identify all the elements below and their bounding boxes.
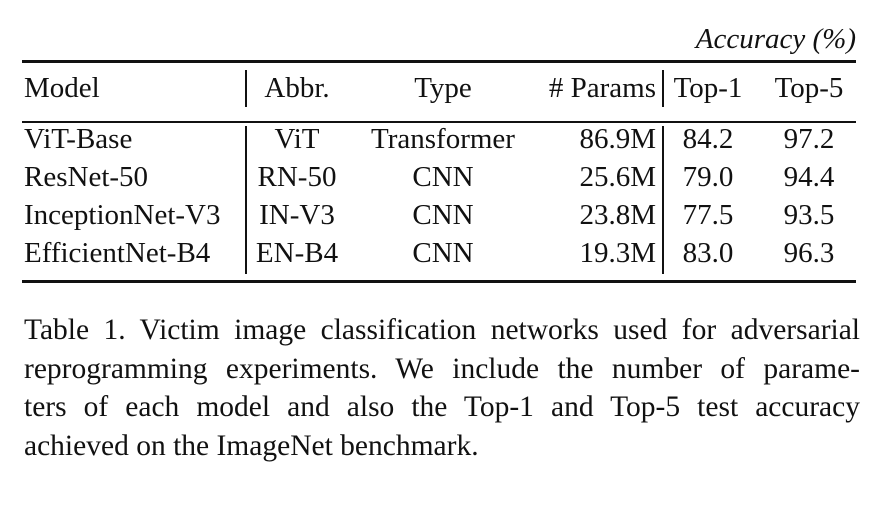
cell-top1: 77.5 [682,199,734,231]
cell-abbr: ViT [274,123,320,155]
cell-abbr: IN-V3 [259,199,335,231]
caption-line: Table 1. Victim image classification net… [24,314,860,346]
column-divider-params-body [662,126,664,274]
cell-top5: 97.2 [783,123,835,155]
table-header-rule [22,121,856,123]
cell-top1: 79.0 [682,161,734,193]
cell-type: CNN [412,161,474,193]
cell-params: 25.6M [579,161,656,193]
column-divider-params-head [662,70,664,107]
cell-params: 86.9M [579,123,656,155]
column-header-abbr: Abbr. [264,72,330,104]
cell-top5: 93.5 [783,199,835,231]
cell-model: InceptionNet-V3 [24,199,221,231]
cell-type: CNN [412,199,474,231]
table-bottom-rule [22,280,856,283]
table-caption: Table 1. Victim image classification net… [24,311,860,465]
column-header-top1: Top-1 [673,72,743,104]
column-divider-model-head [245,70,247,107]
cell-model: ResNet-50 [24,161,149,193]
cell-model: EfficientNet-B4 [24,237,211,269]
cell-top5: 96.3 [783,237,835,269]
cell-model: ViT-Base [24,123,133,155]
cell-type: Transformer [371,123,515,155]
table-top-rule [22,60,856,63]
column-header-top5: Top-5 [774,72,844,104]
cell-top5: 94.4 [783,161,835,193]
results-table: Accuracy (%) Model Abbr. Type # Params T… [22,14,856,284]
caption-line: achieved on the ImageNet benchmark. [24,429,479,462]
accuracy-group-header: Accuracy (%) [695,23,856,55]
column-header-params: # Params [548,72,656,104]
cell-params: 19.3M [579,237,656,269]
cell-top1: 84.2 [682,123,734,155]
caption-line: ters of each model and also the Top-1 an… [24,391,860,423]
column-header-type: Type [414,72,472,104]
column-header-model: Model [24,72,100,104]
cell-abbr: EN-B4 [255,237,339,269]
cell-top1: 83.0 [682,237,734,269]
cell-type: CNN [412,237,474,269]
cell-abbr: RN-50 [257,161,337,193]
column-divider-model-body [245,126,247,274]
cell-params: 23.8M [579,199,656,231]
caption-line: reprogramming experiments. We include th… [24,352,860,385]
